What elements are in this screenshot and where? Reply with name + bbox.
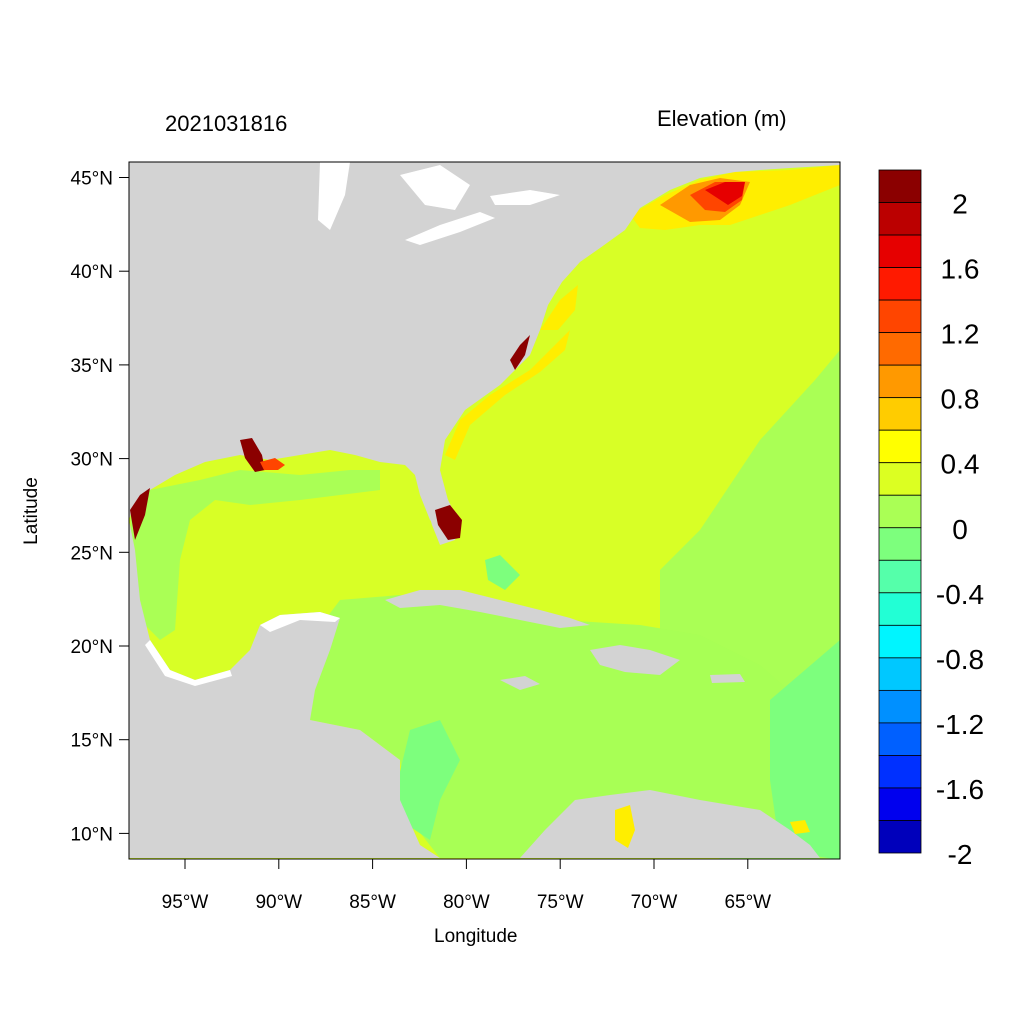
colorbar-swatch — [878, 332, 922, 366]
mexico-central-america — [129, 520, 440, 858]
colorbar-swatch — [878, 267, 922, 301]
colorbar-swatch — [878, 559, 922, 594]
map-border — [128, 161, 841, 860]
cuba — [385, 590, 590, 628]
lake-michigan — [318, 162, 350, 230]
x-axis: 95°W 90°W 85°W 80°W 75°W 70°W 65°W — [162, 859, 771, 913]
x-tick-label: 85°W — [349, 892, 396, 913]
lake-ontario — [490, 190, 560, 205]
gulf-of-maine-peak-inner — [705, 182, 745, 205]
puerto-rico — [710, 674, 745, 683]
colorbar-swatch — [878, 755, 922, 789]
colorbar-swatch — [878, 592, 922, 626]
y-tick-label: 25°N — [71, 543, 113, 564]
colorbar-swatch — [878, 299, 922, 334]
colorbar-label: -0.8 — [936, 644, 984, 675]
bahamas-bank — [485, 555, 520, 590]
x-tick-label: 80°W — [443, 892, 490, 913]
colorbar-swatch — [878, 364, 922, 399]
x-tick-label: 90°W — [255, 892, 302, 913]
mid-atlantic-surge — [540, 285, 578, 330]
colorbar-label: 0 — [952, 514, 968, 545]
y-tick-label: 35°N — [71, 356, 113, 377]
colorbar-label: 0.8 — [941, 384, 980, 415]
colorbar-label: -0.4 — [936, 579, 984, 610]
colorbar-swatch — [878, 169, 922, 203]
colorbar-swatch — [878, 657, 922, 691]
carolina-extreme — [510, 335, 530, 370]
x-axis-label: Longitude — [434, 926, 518, 947]
colorbar-swatch — [878, 722, 922, 756]
colorbar-label: 2 — [952, 189, 968, 220]
map-timestamp: 2021031816 — [165, 111, 288, 136]
colorbar-swatch — [878, 494, 922, 529]
sw-florida-extreme — [435, 505, 462, 540]
colorbar-swatch — [878, 820, 922, 854]
jamaica — [500, 676, 540, 690]
colorbar-label: 1.2 — [941, 319, 980, 350]
gulf-shelf — [130, 470, 380, 640]
y-tick-label: 30°N — [71, 450, 113, 471]
colorbar: 2 1.6 1.2 0.8 0.4 0 -0.4 -0.8 -1.2 -1.6 -2 — [878, 169, 984, 870]
colorbar-swatch — [878, 202, 922, 236]
y-tick-label: 40°N — [71, 262, 113, 283]
colorbar-swatch — [878, 689, 922, 724]
colorbar-label: 1.6 — [941, 254, 980, 285]
louisiana-orange — [260, 458, 285, 470]
y-axis: 45°N 40°N 35°N 30°N 25°N 20°N 15°N 10°N — [71, 169, 129, 845]
colorbar-swatch — [878, 234, 922, 268]
y-tick-label: 15°N — [71, 731, 113, 752]
colorbar-swatch — [878, 462, 922, 496]
se-coast-surge — [445, 330, 570, 460]
x-tick-label: 65°W — [724, 892, 771, 913]
x-tick-label: 70°W — [631, 892, 678, 913]
colorbar-title: Elevation (m) — [657, 106, 787, 131]
colorbar-swatch — [878, 527, 922, 561]
south-america — [470, 790, 820, 858]
caribbean-east-low — [770, 640, 840, 859]
colorbar-label: -1.6 — [936, 774, 984, 805]
nicaragua-shelf — [398, 720, 460, 840]
mexico-coast-fringe — [145, 640, 232, 686]
y-tick-label: 10°N — [71, 824, 113, 845]
colorbar-swatch — [878, 787, 922, 821]
louisiana-extreme — [240, 438, 265, 472]
y-tick-label: 45°N — [71, 169, 113, 190]
colorbar-swatch — [878, 397, 922, 431]
y-tick-label: 20°N — [71, 637, 113, 658]
hispaniola — [590, 645, 680, 675]
colorbar-swatch — [878, 429, 922, 464]
colorbar-label: -1.2 — [936, 709, 984, 740]
colorbar-swatch — [878, 624, 922, 659]
colorbar-label: 0.4 — [941, 449, 980, 480]
colorbar-label: -2 — [948, 839, 973, 870]
maracaibo-surge — [615, 805, 635, 848]
lake-erie — [405, 212, 495, 245]
north-america — [129, 162, 840, 540]
texas-coast-extreme — [130, 488, 150, 540]
yucatan-coast-fringe — [260, 612, 340, 632]
map-area — [129, 162, 840, 859]
lake-huron — [400, 165, 470, 210]
x-tick-label: 75°W — [537, 892, 584, 913]
x-tick-label: 95°W — [162, 892, 209, 913]
trinidad-surge — [790, 820, 810, 834]
y-axis-label: Latitude — [21, 477, 42, 545]
